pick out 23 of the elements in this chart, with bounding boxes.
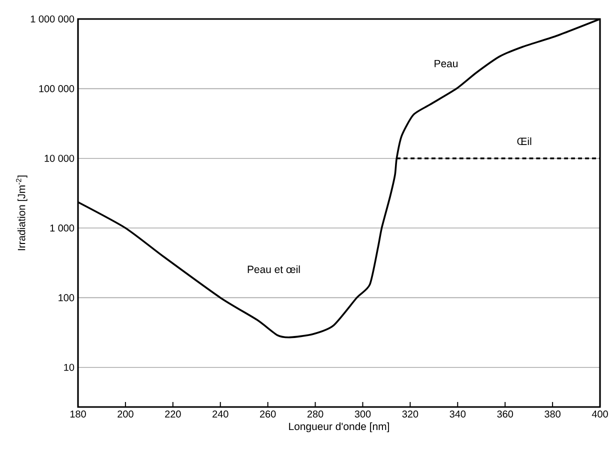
x-tick-label: 380 [544, 410, 560, 418]
x-tick-label: 180 [70, 410, 86, 418]
x-axis-title: Longueur d'onde [nm] [289, 422, 389, 432]
y-tick-label: 100 000 [39, 85, 74, 92]
x-tick-label: 200 [118, 410, 134, 418]
y-tick-label: 1 000 [50, 224, 74, 232]
x-tick-label: 240 [212, 410, 228, 418]
y-tick-label: 10 000 [44, 154, 74, 162]
annotation: Œil [517, 137, 532, 146]
x-tick-label: 260 [260, 410, 276, 418]
x-tick-label: 220 [165, 410, 181, 418]
y-axis-title: Irradiation [Jm$^{-2}$] [16, 176, 28, 250]
y-tick-label: 100 [58, 294, 74, 302]
x-tick-label: 280 [307, 410, 324, 418]
x-tick-label: 340 [450, 410, 466, 418]
y-tick-label: 1 000 000 [30, 15, 74, 23]
x-tick-label: 400 [592, 410, 608, 418]
x-tick-label: 320 [402, 410, 418, 418]
y-tick-label: 10 [64, 364, 74, 371]
annotation: Peau [434, 60, 458, 68]
annotation: Peau et œil [248, 265, 300, 274]
x-tick-label: 360 [497, 410, 514, 418]
x-tick-label: 300 [354, 410, 371, 418]
